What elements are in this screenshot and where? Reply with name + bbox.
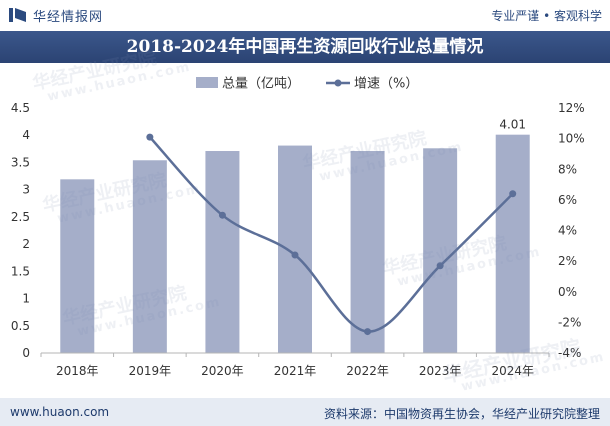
y2-tick-label: 8% [558, 162, 577, 176]
y-tick-label: 4.5 [11, 101, 30, 115]
y-tick-label: 3 [22, 183, 30, 197]
y-tick-label: 2 [22, 237, 30, 251]
slogan: 专业严谨 • 客观科学 [491, 9, 602, 23]
growth-line [148, 136, 514, 333]
title-bar: 2018-2024年中国再生资源回收行业总量情况 [0, 31, 610, 63]
bar [60, 179, 95, 353]
x-tick-label: 2023年 [419, 364, 462, 378]
chart: 总量（亿吨） 增速（%） 4.01 0 0.5 1 1.5 2 2.5 3 3.5 4 4.5 -4%… [11, 77, 585, 379]
y2-tick-label: 6% [558, 193, 577, 207]
x-tick-label: 2024年 [491, 364, 534, 378]
growth-marker [364, 328, 372, 336]
footer-source: 资料来源：中国物资再生协会，华经产业研究院整理 [323, 407, 600, 421]
footer: www.huaon.com 资料来源：中国物资再生协会，华经产业研究院整理 [0, 398, 610, 426]
bar [350, 151, 385, 353]
y-tick-label: 2.5 [11, 210, 30, 224]
legend-bar-label: 总量（亿吨） [222, 77, 300, 92]
y2-tick-label: -2% [558, 315, 581, 329]
bar [423, 148, 458, 353]
growth-marker [218, 211, 226, 219]
growth-marker [146, 133, 154, 141]
bar [205, 151, 240, 353]
y2-tick-label: 10% [558, 132, 585, 146]
y-tick-label: 1 [22, 292, 30, 306]
header: 华经情报网 专业严谨 • 客观科学 [0, 0, 610, 29]
y-tick-label: 0.5 [11, 319, 30, 333]
bar [495, 134, 530, 353]
y2-tick-label: 0% [558, 285, 577, 299]
brand-name: 华经情报网 [33, 10, 104, 25]
y-tick-label: 4 [22, 128, 30, 142]
bar [132, 160, 167, 353]
legend-line-label: 增速（%） [354, 77, 418, 92]
y2-tick-label: 12% [558, 101, 585, 115]
x-tick-label: 2020年 [201, 364, 244, 378]
growth-marker [436, 262, 444, 270]
data-label: 4.01 [499, 118, 526, 132]
growth-marker [509, 190, 517, 198]
x-tick-label: 2018年 [56, 364, 99, 378]
chart-title: 2018-2024年中国再生资源回收行业总量情况 [126, 37, 484, 57]
bar [278, 145, 312, 353]
y2-tick-label: -4% [558, 346, 581, 360]
y-tick-label: 1.5 [11, 264, 30, 278]
x-tick-label: 2021年 [274, 364, 317, 378]
y-tick-label: 3.5 [11, 155, 30, 169]
bar-chart-logo-icon [9, 8, 26, 22]
legend-bar-swatch [196, 77, 218, 88]
footer-website: www.huaon.com [10, 405, 110, 419]
legend-line-marker [334, 79, 342, 87]
y-tick-label: 0 [22, 346, 30, 360]
y2-tick-label: 2% [558, 254, 577, 268]
x-tick-label: 2022年 [346, 364, 389, 378]
y2-tick-label: 4% [558, 224, 577, 238]
legend: 总量（亿吨） 增速（%） [196, 77, 418, 92]
x-tick-label: 2019年 [129, 364, 172, 378]
growth-marker [291, 251, 299, 259]
